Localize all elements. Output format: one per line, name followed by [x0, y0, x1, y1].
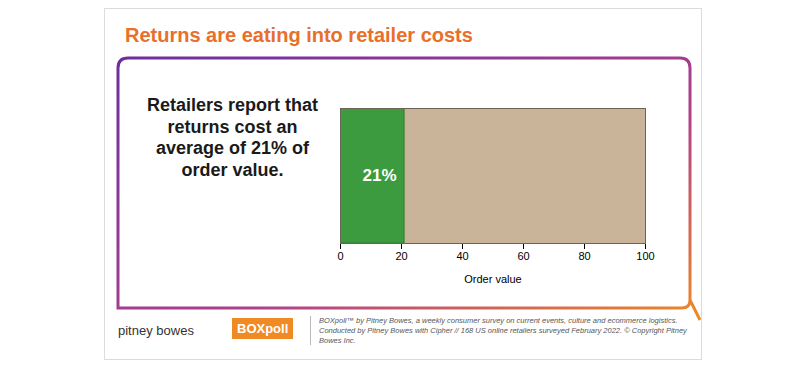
html-text:BOXpoll: BOXpoll — [237, 321, 289, 336]
svg-text:80: 80 — [578, 250, 590, 262]
html-text:Returns are eating into retail: Returns are eating into retailer costs — [125, 24, 473, 46]
svg-text:0: 0 — [337, 250, 343, 262]
svg-text:40: 40 — [456, 250, 468, 262]
svg-text:100: 100 — [636, 250, 654, 262]
svg-text:Order value: Order value — [464, 273, 521, 285]
html-text:Retailers report that returns: Retailers report that returns cost an av… — [147, 95, 318, 180]
svg-text:20: 20 — [395, 250, 407, 262]
html-text:pitney bowes: pitney bowes — [118, 323, 194, 338]
html-text:BOXpoll™ by Pitney Bowes, a we: BOXpoll™ by Pitney Bowes, a weekly consu… — [319, 316, 687, 345]
svg-text:21%: 21% — [363, 166, 397, 185]
svg-text:60: 60 — [517, 250, 529, 262]
